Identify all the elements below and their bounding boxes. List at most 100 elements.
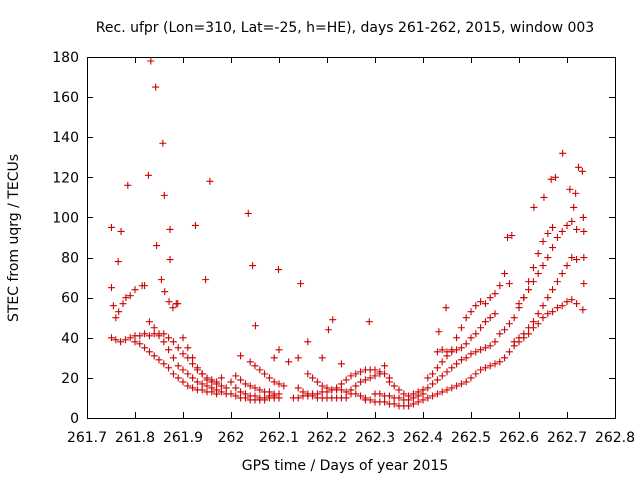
data-point xyxy=(366,374,374,382)
data-point xyxy=(477,324,485,332)
data-point xyxy=(419,386,427,394)
data-point xyxy=(141,330,149,338)
data-point xyxy=(361,376,369,384)
x-tick-label: 262.4 xyxy=(403,430,443,446)
y-tick-label: 180 xyxy=(52,50,79,66)
data-point xyxy=(433,390,441,398)
data-point xyxy=(371,372,379,380)
data-point xyxy=(294,384,302,392)
data-point xyxy=(549,244,557,252)
data-point xyxy=(241,380,249,388)
y-tick-label: 80 xyxy=(61,251,79,267)
data-point xyxy=(126,292,134,300)
data-point xyxy=(352,390,360,398)
data-point xyxy=(366,396,374,404)
data-point xyxy=(160,191,168,199)
data-point xyxy=(237,376,245,384)
data-point xyxy=(232,392,240,400)
data-point xyxy=(486,314,494,322)
data-point xyxy=(246,382,254,390)
data-point xyxy=(477,366,485,374)
chart-title: Rec. ufpr (Lon=310, Lat=-25, h=HE), days… xyxy=(96,20,594,36)
data-point xyxy=(481,344,489,352)
data-point xyxy=(357,392,365,400)
data-point xyxy=(280,382,288,390)
data-point xyxy=(553,278,561,286)
data-point xyxy=(165,346,173,354)
data-point xyxy=(217,388,225,396)
data-point xyxy=(184,344,192,352)
data-point xyxy=(357,378,365,386)
data-point xyxy=(553,234,561,241)
data-point xyxy=(414,388,422,396)
data-point xyxy=(534,320,542,328)
data-point xyxy=(508,231,516,239)
data-point xyxy=(191,221,199,229)
data-point xyxy=(270,378,278,386)
data-point xyxy=(347,372,355,380)
data-point xyxy=(579,306,587,314)
data-point xyxy=(184,370,192,378)
data-point xyxy=(443,348,451,356)
data-point xyxy=(443,368,451,376)
data-point xyxy=(496,358,504,366)
data-point xyxy=(193,364,201,372)
data-point xyxy=(472,370,480,378)
data-point xyxy=(429,370,437,378)
data-point xyxy=(558,302,566,310)
data-point xyxy=(539,238,547,246)
x-tick-label: 262.3 xyxy=(355,430,395,446)
data-point xyxy=(155,356,163,364)
data-point xyxy=(337,386,345,394)
data-point xyxy=(241,394,249,402)
data-point xyxy=(549,308,557,316)
data-point xyxy=(342,388,350,396)
data-point xyxy=(122,294,130,302)
data-point xyxy=(534,310,542,318)
data-point xyxy=(124,181,132,189)
data-point xyxy=(491,360,499,368)
data-point xyxy=(275,346,283,354)
data-point xyxy=(157,276,165,284)
data-point xyxy=(376,370,384,378)
data-point xyxy=(539,262,547,270)
data-point xyxy=(179,366,187,374)
x-axis-title: GPS time / Days of year 2015 xyxy=(242,458,449,474)
data-point xyxy=(438,346,446,354)
data-point xyxy=(462,314,470,322)
data-point xyxy=(304,370,312,378)
data-point xyxy=(222,384,230,392)
data-point xyxy=(114,258,122,266)
data-point xyxy=(342,376,350,384)
x-tick-label: 262.1 xyxy=(259,430,299,446)
x-axis-tick-labels: 261.7 261.8 261.9 262 262.1 262.2 262.3 262.4 26… xyxy=(67,430,635,446)
data-point xyxy=(462,340,470,348)
y-tick-label: 120 xyxy=(52,170,79,186)
data-point xyxy=(457,356,465,364)
data-point xyxy=(152,83,160,91)
data-point xyxy=(202,276,210,284)
data-point xyxy=(342,394,350,402)
axis-ticks xyxy=(87,57,616,419)
data-point xyxy=(179,378,187,386)
data-point xyxy=(381,362,389,370)
data-point xyxy=(174,300,182,308)
y-tick-label: 40 xyxy=(61,331,79,347)
data-point xyxy=(467,308,475,316)
data-point xyxy=(558,270,566,278)
data-point xyxy=(318,382,326,390)
data-point xyxy=(520,294,528,302)
data-point xyxy=(575,163,583,171)
data-point xyxy=(126,334,134,342)
data-point xyxy=(237,352,245,360)
data-point xyxy=(138,282,146,290)
data-point xyxy=(568,254,576,262)
data-point xyxy=(145,318,153,326)
data-point xyxy=(457,344,465,352)
data-point xyxy=(208,378,216,386)
x-tick-label: 261.8 xyxy=(115,430,155,446)
data-point xyxy=(540,193,548,201)
data-point xyxy=(159,139,167,147)
data-point xyxy=(503,234,511,241)
